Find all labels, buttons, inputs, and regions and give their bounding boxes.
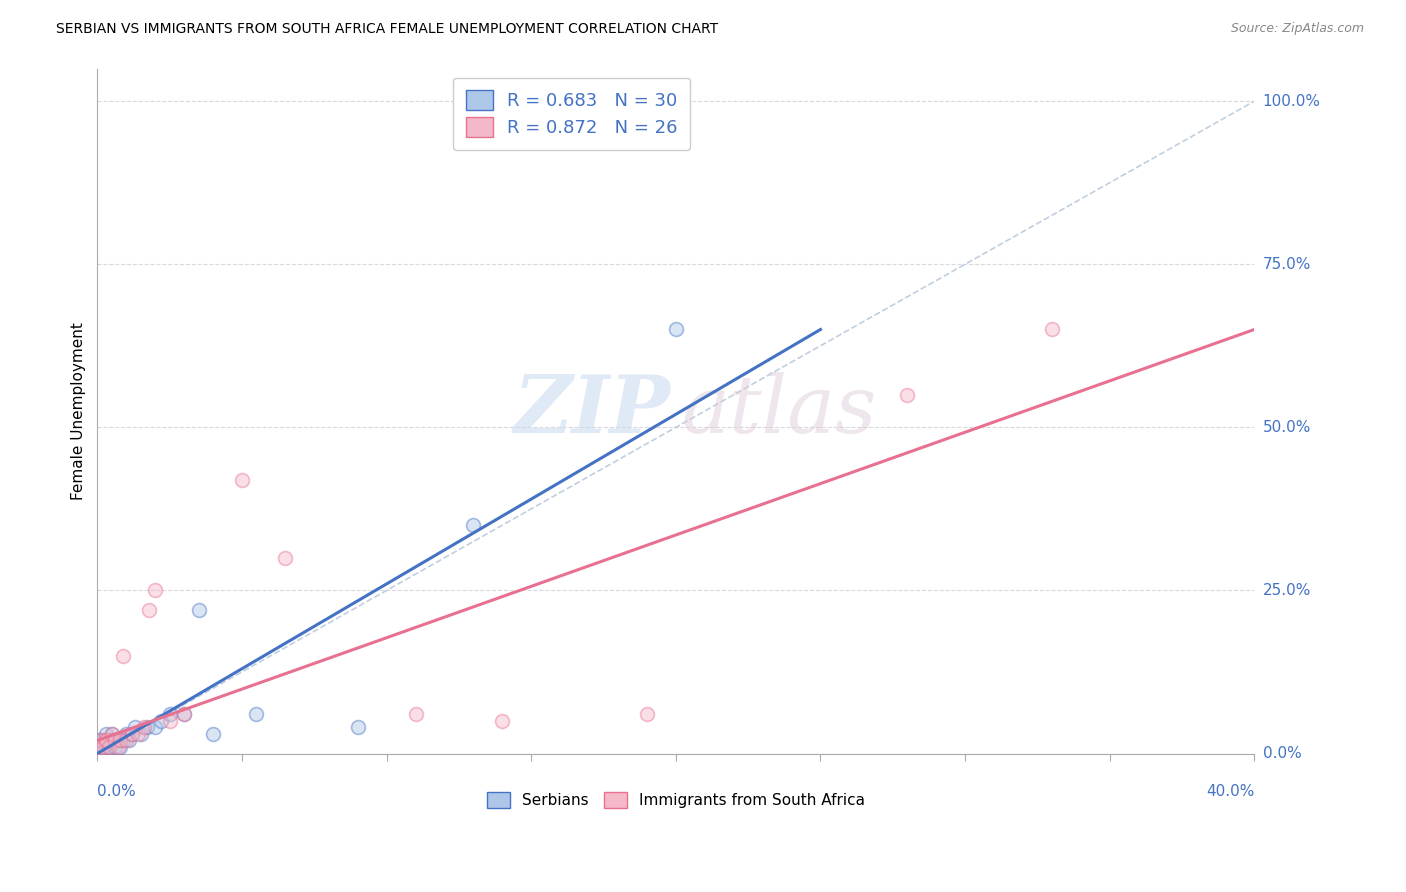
Point [121,727,143,741]
Text: Source: ZipAtlas.com: Source: ZipAtlas.com [1230,22,1364,36]
Text: 0.0%: 0.0% [97,784,136,799]
Point [112,648,135,663]
Point [138,603,160,617]
Point [896,387,918,401]
Point [94,739,117,754]
Point [143,583,166,598]
Point [97,733,120,747]
Point [97,739,120,754]
Text: 40.0%: 40.0% [1206,784,1254,799]
Point [202,727,225,741]
Text: 0.0%: 0.0% [1263,746,1302,761]
Point [89,739,111,754]
Point [115,733,138,747]
Point [121,727,143,741]
Point [665,322,688,336]
Point [274,550,297,565]
Point [173,707,195,722]
Point [124,720,146,734]
Point [187,603,209,617]
Point [143,720,166,734]
Point [89,733,111,747]
Text: 50.0%: 50.0% [1263,420,1310,434]
Point [463,518,485,533]
Point [104,739,127,754]
Point [115,727,138,741]
Point [101,733,124,747]
Point [127,727,149,741]
Point [110,739,132,754]
Text: SERBIAN VS IMMIGRANTS FROM SOUTH AFRICA FEMALE UNEMPLOYMENT CORRELATION CHART: SERBIAN VS IMMIGRANTS FROM SOUTH AFRICA … [56,22,718,37]
Text: 25.0%: 25.0% [1263,582,1310,598]
Point [94,727,117,741]
Point [97,739,120,754]
Point [491,714,513,728]
Point [135,720,157,734]
Point [159,707,181,722]
Point [110,733,132,747]
Point [132,720,155,734]
Point [159,714,181,728]
Point [101,727,124,741]
Point [101,727,124,741]
Y-axis label: Female Unemployment: Female Unemployment [72,322,86,500]
Text: atlas: atlas [682,372,877,450]
Point [112,733,135,747]
Point [91,739,114,754]
Point [91,733,114,747]
Point [173,707,195,722]
Point [231,473,253,487]
Point [149,714,172,728]
Point [94,733,117,747]
Point [107,739,129,754]
Point [405,707,427,722]
Point [104,733,127,747]
Point [89,739,111,754]
Text: 75.0%: 75.0% [1263,257,1310,272]
Point [129,727,152,741]
Point [245,707,267,722]
Point [636,707,658,722]
Point [346,720,368,734]
Point [94,733,117,747]
Point [91,739,114,754]
Point [89,733,111,747]
Point [1040,322,1063,336]
Point [107,733,129,747]
Text: ZIP: ZIP [513,372,671,450]
Text: 100.0%: 100.0% [1263,94,1320,109]
Legend: Serbians, Immigrants from South Africa: Serbians, Immigrants from South Africa [481,786,872,814]
Point [118,733,141,747]
